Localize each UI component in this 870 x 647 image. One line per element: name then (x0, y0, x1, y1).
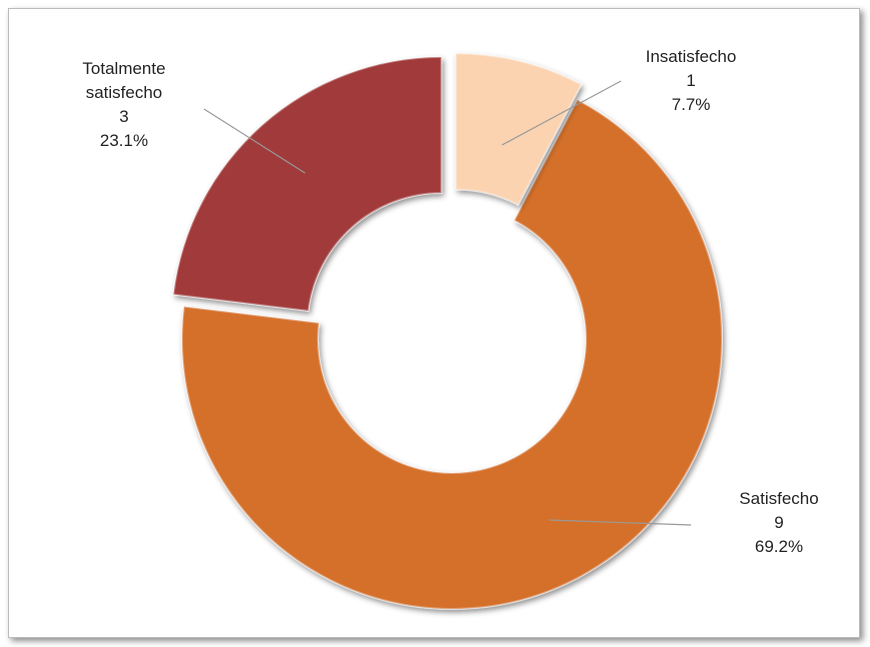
leader-line (501, 80, 622, 146)
label-name: Satisfecho (739, 489, 819, 508)
donut-segment (172, 56, 443, 312)
label-name: Totalmente satisfecho (82, 59, 166, 102)
label-count: 3 (119, 107, 129, 126)
leader-line (548, 519, 692, 526)
chart (172, 52, 723, 610)
donut-segment (454, 52, 583, 207)
label-percent: 69.2% (754, 537, 804, 556)
leader-line (203, 108, 306, 174)
label-percent: 7.7% (671, 95, 711, 114)
data-label: Satisfecho 9 69.2% (709, 487, 849, 559)
donut-segment (181, 98, 723, 610)
data-label: Totalmente satisfecho 3 23.1% (59, 57, 189, 153)
label-percent: 23.1% (99, 131, 149, 150)
label-name: Insatisfecho (645, 47, 737, 66)
data-label: Insatisfecho 1 7.7% (621, 45, 761, 117)
label-count: 9 (774, 513, 784, 532)
chart-frame: Insatisfecho 1 7.7% Totalmente satisfech… (8, 8, 860, 638)
label-count: 1 (686, 71, 696, 90)
